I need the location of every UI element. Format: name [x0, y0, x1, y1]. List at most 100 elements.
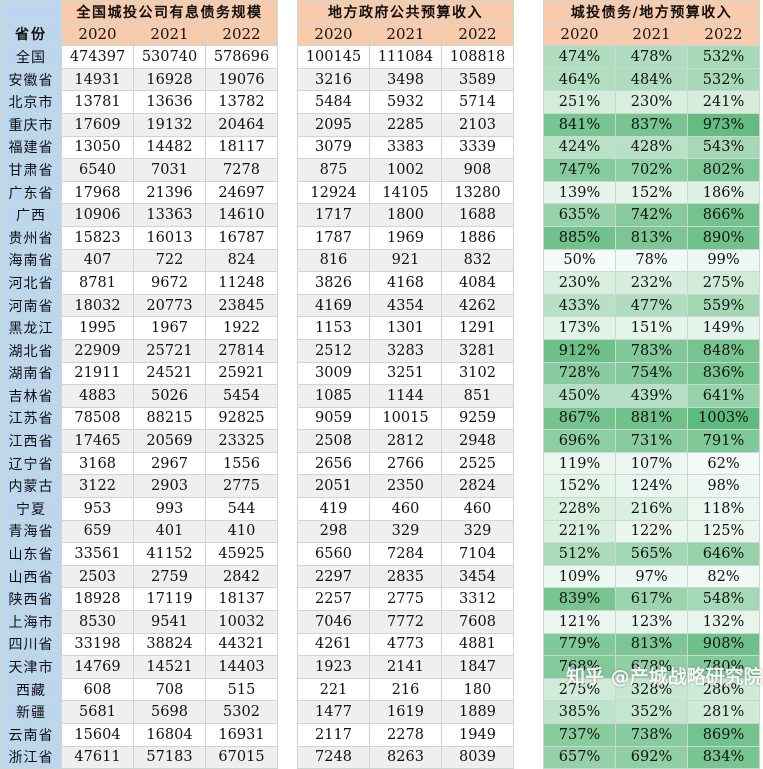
table-row: 875 1002 908 [297, 158, 514, 182]
debt-cell: 45925 [205, 542, 278, 566]
province-name: 河北省 [0, 271, 62, 295]
province-name: 重庆市 [0, 112, 62, 137]
province-name: 湖北省 [0, 338, 62, 363]
table-row: 121% 123% 132% [543, 610, 760, 634]
revenue-cell: 851 [441, 384, 514, 408]
table-row: 298 329 329 [297, 519, 514, 544]
province-name: 江苏省 [0, 406, 62, 431]
revenue-cell: 3079 [297, 135, 370, 160]
debt-cell: 14610 [205, 203, 278, 227]
debt-cell: 2775 [205, 474, 278, 499]
debt-cell: 20464 [205, 112, 278, 137]
debt-cell: 5302 [205, 700, 278, 724]
ratio-cell: 532% [687, 45, 760, 69]
debt-cell: 16804 [133, 723, 206, 747]
debt-cell: 10032 [205, 610, 278, 634]
table-row: 779% 813% 908% [543, 632, 760, 657]
revenue-cell: 460 [369, 497, 442, 521]
debt-cell: 474397 [61, 45, 134, 69]
ratio-cell: 241% [687, 90, 760, 114]
table-row: 湖南省 21911 24521 25921 [0, 361, 278, 386]
revenue-cell: 2141 [369, 655, 442, 679]
table-row: 464% 484% 532% [543, 67, 760, 92]
province-name: 西藏 [0, 677, 62, 702]
ratio-cell: 841% [543, 112, 616, 137]
revenue-cell: 7608 [441, 610, 514, 634]
province-name: 贵州省 [0, 225, 62, 250]
revenue-cell: 3826 [297, 271, 370, 295]
debt-cell: 2967 [133, 451, 206, 476]
table-row: 2508 2812 2948 [297, 429, 514, 453]
table-row: 385% 352% 281% [543, 700, 760, 724]
debt-cell: 19076 [205, 67, 278, 92]
province-name: 福建省 [0, 135, 62, 160]
ratio-cell: 230% [543, 271, 616, 295]
revenue-cell: 4084 [441, 271, 514, 295]
ratio-cell: 186% [687, 180, 760, 205]
debt-cell: 23325 [205, 429, 278, 453]
ratio-cell: 151% [615, 316, 688, 340]
debt-cell: 24521 [133, 361, 206, 386]
province-name: 安徽省 [0, 67, 62, 92]
table-row: 黑龙江 1995 1967 1922 [0, 316, 278, 340]
revenue-cell: 2525 [441, 451, 514, 476]
revenue-cell: 1923 [297, 655, 370, 679]
revenue-cell: 1301 [369, 316, 442, 340]
debt-cell: 16928 [133, 67, 206, 92]
debt-cell: 530740 [133, 45, 206, 69]
ratio-cell: 286% [687, 677, 760, 702]
table-row: 221% 122% 125% [543, 519, 760, 544]
revenue-year-2021: 2021 [369, 22, 442, 47]
revenue-cell: 7248 [297, 745, 370, 769]
debt-cell: 722 [133, 248, 206, 273]
table-row: 1787 1969 1886 [297, 225, 514, 250]
debt-cell: 18032 [61, 293, 134, 318]
debt-cell: 22909 [61, 338, 134, 363]
ratio-cell: 912% [543, 338, 616, 363]
debt-cell: 20773 [133, 293, 206, 318]
table-row: 841% 837% 973% [543, 112, 760, 137]
table-row: 2051 2350 2824 [297, 474, 514, 499]
table-row: 139% 152% 186% [543, 180, 760, 205]
revenue-cell: 1886 [441, 225, 514, 250]
ratio-cell: 78% [615, 248, 688, 273]
province-header: 省份 [0, 22, 62, 47]
table-row: 737% 738% 869% [543, 723, 760, 747]
revenue-cell: 6560 [297, 542, 370, 566]
ratio-cell: 848% [687, 338, 760, 363]
ratio-cell: 328% [615, 677, 688, 702]
debt-cell: 18117 [205, 135, 278, 160]
debt-cell: 401 [133, 519, 206, 544]
ratio-cell: 123% [615, 610, 688, 634]
debt-cell: 5698 [133, 700, 206, 724]
debt-cell: 67015 [205, 745, 278, 769]
table-row: 4169 4354 4262 [297, 293, 514, 318]
revenue-cell: 2508 [297, 429, 370, 453]
province-name: 青海省 [0, 519, 62, 544]
debt-cell: 608 [61, 677, 134, 702]
province-name: 北京市 [0, 90, 62, 114]
ratio-cell: 109% [543, 564, 616, 589]
province-name: 浙江省 [0, 745, 62, 769]
table-row: 山西省 2503 2759 2842 [0, 564, 278, 589]
revenue-cell: 7104 [441, 542, 514, 566]
debt-cell: 14521 [133, 655, 206, 679]
revenue-cell: 7284 [369, 542, 442, 566]
ratio-cell: 881% [615, 406, 688, 431]
ratio-cell: 118% [687, 497, 760, 521]
revenue-cell: 3102 [441, 361, 514, 386]
table-row: 辽宁省 3168 2967 1556 [0, 451, 278, 476]
ratio-cell: 791% [687, 429, 760, 453]
debt-cell: 1995 [61, 316, 134, 340]
ratio-cell: 99% [687, 248, 760, 273]
ratio-cell: 731% [615, 429, 688, 453]
debt-cell: 11248 [205, 271, 278, 295]
ratio-cell: 783% [615, 338, 688, 363]
table-row: 湖北省 22909 25721 27814 [0, 338, 278, 363]
revenue-cell: 329 [441, 519, 514, 544]
debt-cell: 1967 [133, 316, 206, 340]
table-row: 912% 783% 848% [543, 338, 760, 363]
ratio-cell: 216% [615, 497, 688, 521]
table-row: 768% 678% 780% [543, 655, 760, 679]
revenue-cell: 3009 [297, 361, 370, 386]
